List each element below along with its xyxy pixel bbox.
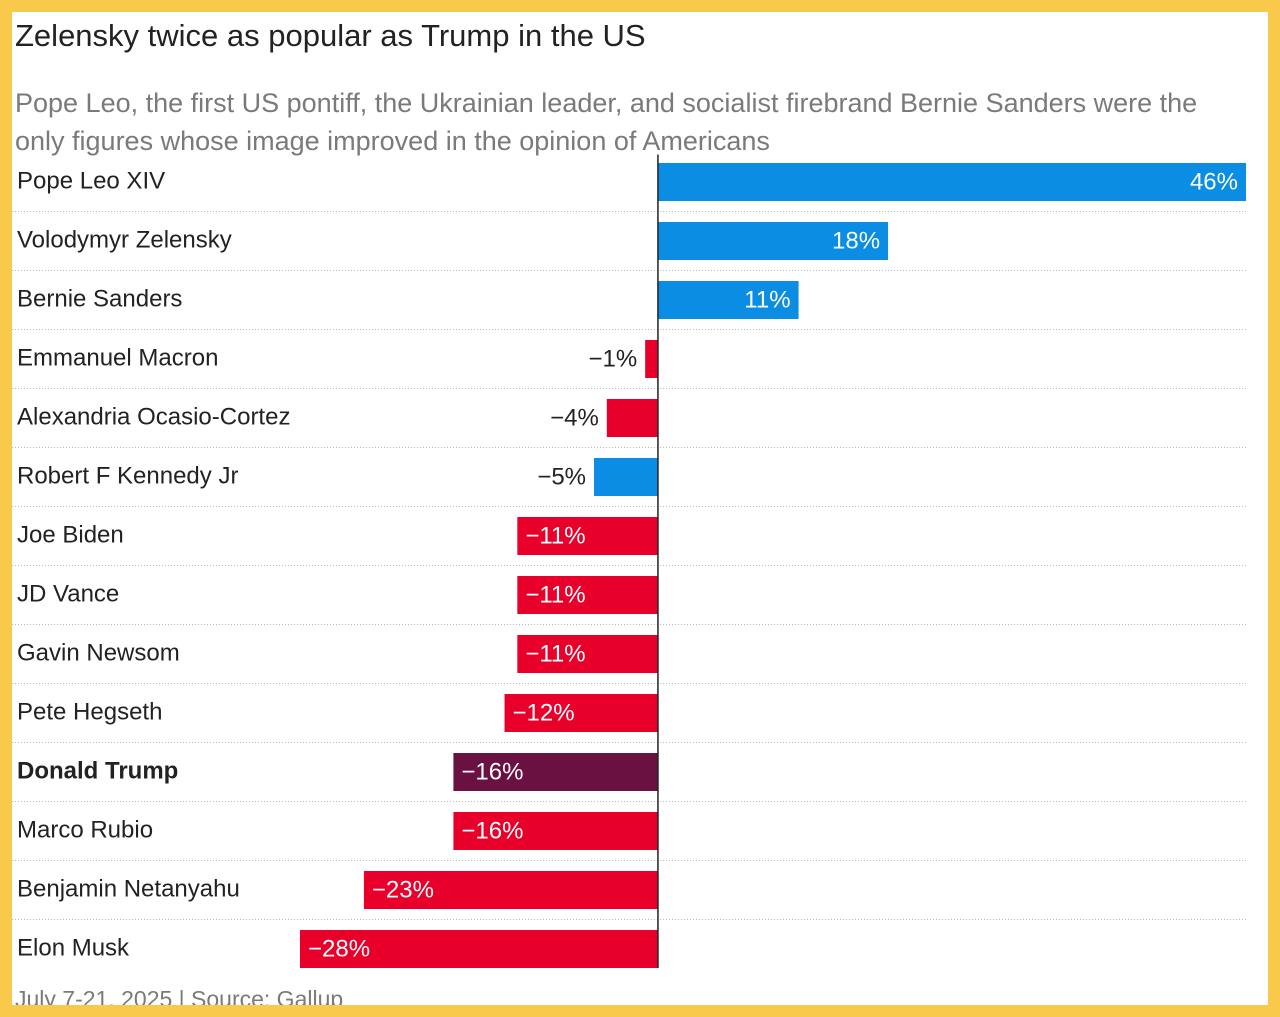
- category-label: Volodymyr Zelensky: [17, 226, 232, 253]
- category-label: Elon Musk: [17, 934, 130, 961]
- category-label: Donald Trump: [17, 757, 178, 784]
- bar: [594, 458, 658, 496]
- chart: Pope Leo XIV 46% Volodymyr Zelensky 18% Bern…: [12, 154, 1246, 968]
- value-label: −12%: [513, 699, 575, 726]
- category-label: Gavin Newsom: [17, 639, 180, 666]
- bar: [300, 930, 658, 968]
- source-note: July 7-21, 2025 | Source: Gallup: [15, 986, 344, 1012]
- category-label: Pope Leo XIV: [17, 167, 165, 194]
- value-label: −11%: [525, 581, 585, 608]
- category-label: Emmanuel Macron: [17, 344, 218, 371]
- category-label: Benjamin Netanyahu: [17, 875, 240, 902]
- bar: [657, 281, 799, 319]
- value-label: −5%: [537, 463, 586, 490]
- value-label: −16%: [461, 758, 523, 785]
- value-label: −16%: [461, 817, 523, 844]
- category-label: Joe Biden: [17, 521, 124, 548]
- value-label: −11%: [525, 522, 585, 549]
- bar: [517, 576, 658, 614]
- bar: [363, 871, 658, 909]
- category-label: Pete Hegseth: [17, 698, 162, 725]
- value-label: −4%: [550, 404, 599, 431]
- bar: [517, 635, 658, 673]
- category-label: JD Vance: [17, 580, 119, 607]
- value-label: −11%: [525, 640, 585, 667]
- value-label: −23%: [372, 876, 434, 903]
- value-label: 11%: [744, 286, 790, 313]
- bar: [657, 163, 1246, 201]
- category-label: Bernie Sanders: [17, 285, 182, 312]
- bar: [517, 517, 658, 555]
- value-label: 46%: [1190, 168, 1238, 195]
- bar: [453, 753, 658, 791]
- category-label: Alexandria Ocasio-Cortez: [17, 403, 290, 430]
- value-label: −1%: [588, 345, 637, 372]
- bar: [645, 340, 658, 378]
- value-label: 18%: [832, 227, 880, 254]
- chart-subtitle: Pope Leo, the first US pontiff, the Ukra…: [15, 88, 1198, 156]
- bar: [504, 694, 658, 732]
- bar: [606, 399, 658, 437]
- chart-title: Zelensky twice as popular as Trump in th…: [15, 18, 646, 53]
- value-label: −28%: [308, 935, 370, 962]
- bar: [453, 812, 658, 850]
- category-label: Marco Rubio: [17, 816, 153, 843]
- bar: [657, 222, 889, 260]
- category-label: Robert F Kennedy Jr: [17, 462, 238, 489]
